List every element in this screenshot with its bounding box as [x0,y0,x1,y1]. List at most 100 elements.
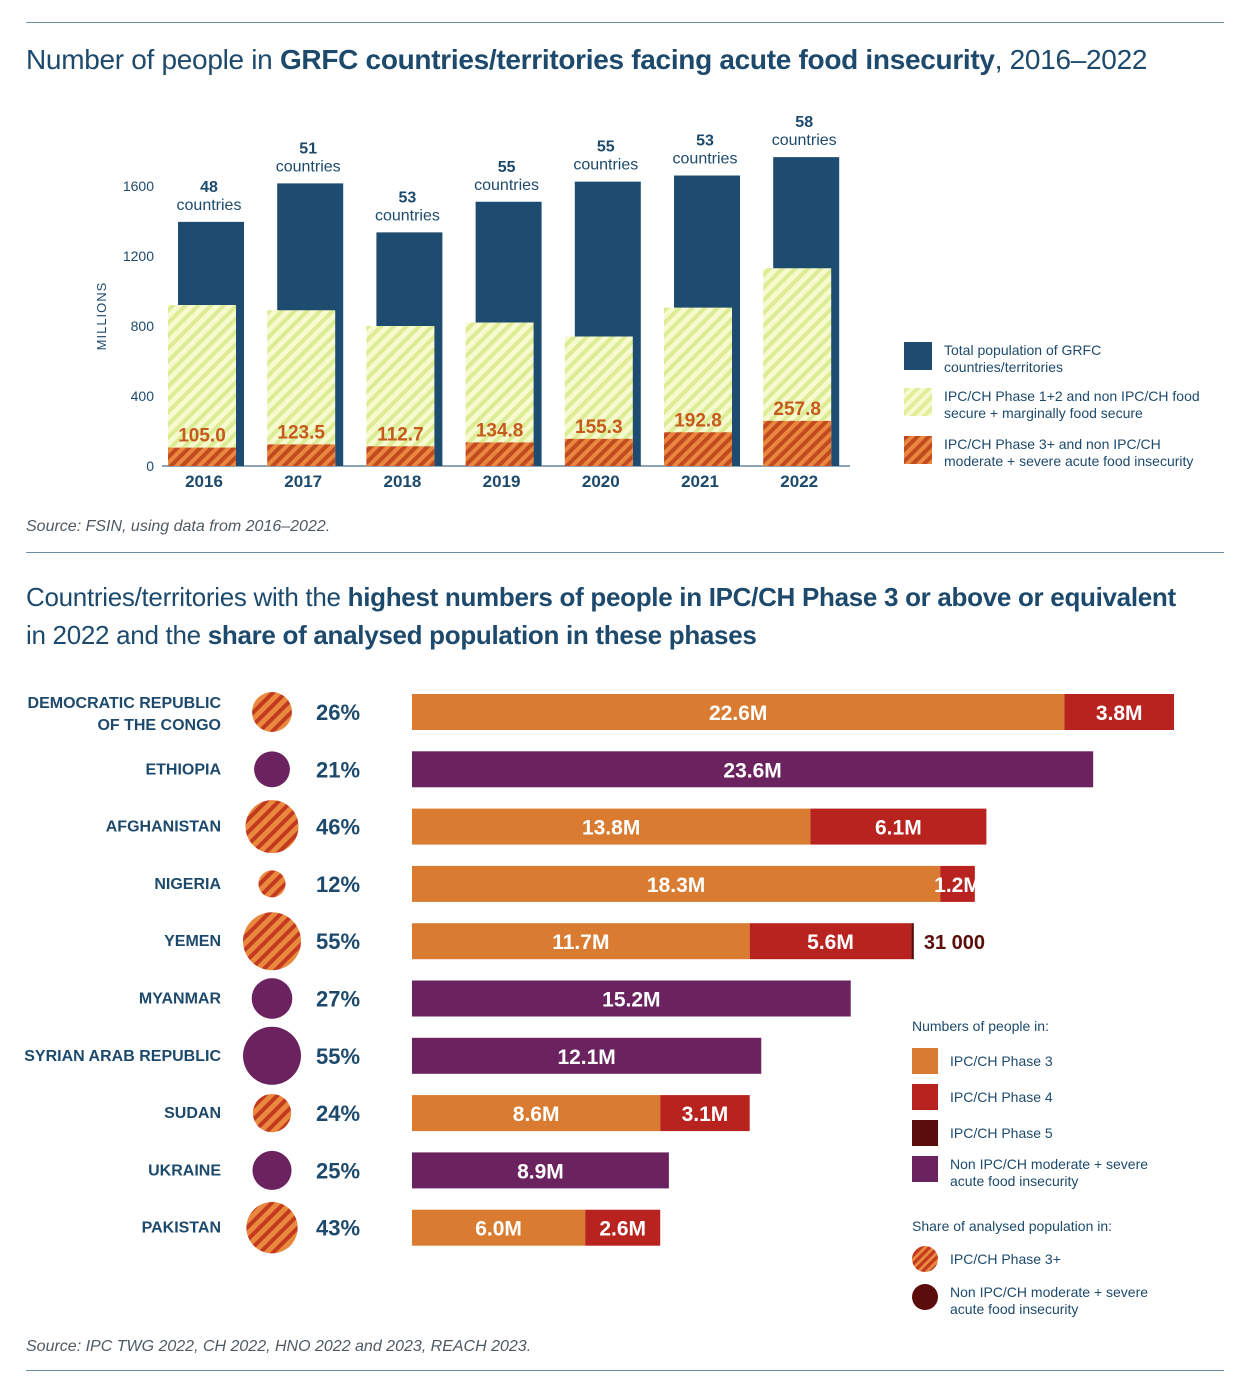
share-circle-ipc [258,870,286,898]
data-label-phase3plus: 134.8 [476,420,524,441]
legend-circle-non [912,1284,938,1310]
share-percent: 24% [316,1101,360,1126]
country-word: countries [276,158,341,175]
country-name-line1: DEMOCRATIC REPUBLIC [28,695,222,712]
data-label-p4: 3.8M [1096,702,1143,725]
legend-numbers-heading: Numbers of people in: [912,1018,1049,1034]
bar-segment-non [412,1037,762,1074]
country-word: countries [474,177,539,194]
legend-phase3-line2: moderate + severe acute food insecurity [944,453,1194,469]
country-name: AFGHANISTAN [106,819,221,836]
x-tick-label: 2017 [284,472,322,491]
data-label-non: 15.2M [602,989,660,1012]
bar-phase3plus [168,447,236,466]
data-label-phase3plus: 123.5 [277,422,325,443]
bar-segment-p3 [412,694,1065,730]
share-circle-ipc [252,1093,292,1133]
bar-phase3plus [465,442,534,466]
bar-segment-p5 [911,923,914,960]
chart1-legend: Total population of GRFC countries/territ… [904,342,1234,482]
share-percent: 43% [316,1216,360,1241]
bar-phase3plus [763,420,832,466]
chart1-source: Source: FSIN, using data from 2016–2022. [26,518,331,535]
data-label-p3: 22.6M [709,702,767,725]
legend-phase12-line1: IPC/CH Phase 1+2 and non IPC/CH food [944,388,1200,404]
country-word: countries [375,207,440,224]
legend-total-line1: Total population of GRFC [944,342,1102,358]
bar-segment-non [412,751,1094,788]
chart1-title-part-3: , 2016–2022 [994,44,1148,75]
middle-divider [26,552,1224,553]
legend-swatch-green [904,388,932,416]
country-count: 55 [498,159,516,176]
bar-segment-p4 [585,1209,661,1246]
country-count: 53 [399,189,417,206]
data-label-phase5: 31 000 [924,932,985,954]
share-percent: 27% [316,987,360,1012]
legend-phase3-label: IPC/CH Phase 3 [950,1053,1053,1069]
country-name: ETHIOPIA [145,761,221,778]
y-tick-label: 1200 [123,248,154,264]
bar-segment-p3 [412,1095,661,1132]
legend-phase12: IPC/CH Phase 1+2 and non IPC/CH food secu… [904,388,1200,422]
data-label-p3: 18.3M [647,874,705,897]
chart2-title-line2-part1: in 2022 and the [26,620,208,650]
country-name: SUDAN [164,1105,221,1122]
data-label-p3: 6.0M [475,1218,522,1241]
legend-non-ipc: Non IPC/CH moderate + severe acute food i… [912,1156,1148,1190]
chart1-bars: 105.048countries2016123.551countries2017… [168,114,840,491]
share-percent: 26% [316,700,360,725]
data-label-p3: 8.6M [513,1103,560,1126]
legend-circle-ipc [912,1246,938,1272]
share-circle-ipc [243,912,301,971]
legend-phase5-label: IPC/CH Phase 5 [950,1125,1053,1141]
share-percent: 55% [316,929,360,954]
legend-phase4-label: IPC/CH Phase 4 [950,1089,1053,1105]
country-word: countries [772,132,837,149]
x-tick-label: 2019 [483,472,521,491]
legend-share-non-line2: acute food insecurity [950,1301,1079,1317]
country-word: countries [177,197,242,214]
y-axis-label: MILLIONS [94,282,109,351]
legend-total-line2: countries/territories [944,359,1064,375]
country-name: NIGERIA [154,876,221,893]
legend-share-heading: Share of analysed population in: [912,1218,1113,1234]
bar-phase12 [465,322,534,466]
chart2-svg: DEMOCRATIC REPUBLIC OF THE CONGO 26% 22.6M 3… [24,692,1174,1254]
bar-phase3plus [267,444,336,466]
y-tick-label: 800 [131,318,155,334]
y-tick-label: 1600 [123,178,154,194]
data-label-non: 12.1M [557,1046,615,1069]
bar-phase12 [168,305,236,466]
data-label-p4: 6.1M [875,817,922,840]
country-name: YEMEN [164,933,221,950]
share-circle-ipc [246,1202,298,1254]
legend-swatch-navy [904,342,932,370]
chart1-title-part-1: Number of people in [26,44,280,75]
bottom-divider [26,1370,1224,1371]
country-count: 48 [200,179,218,196]
bar-segment-p3 [412,808,811,845]
legend-swatch-non-ipc [912,1156,938,1182]
legend-phase4: IPC/CH Phase 4 [912,1084,1053,1110]
data-label-p4: 2.6M [599,1218,646,1241]
share-percent: 55% [316,1044,360,1069]
data-label-phase3plus: 112.7 [377,424,424,445]
bar-segment-p3 [412,1209,586,1246]
chart2-legend: Numbers of people in: IPC/CH Phase 3 IPC… [912,1018,1232,1328]
share-circle-ipc [245,800,299,854]
data-label-phase3plus: 257.8 [773,399,821,420]
country-word: countries [573,157,638,174]
share-percent: 21% [316,757,360,782]
legend-share-non-line1: Non IPC/CH moderate + severe [950,1284,1149,1300]
country-name-line2: OF THE CONGO [97,717,221,734]
bar-phase3plus [664,432,732,466]
legend-total-population: Total population of GRFC countries/territ… [904,342,1101,376]
x-tick-label: 2022 [780,472,818,491]
country-name: SYRIAN ARAB REPUBLIC [24,1048,221,1065]
y-tick-label: 0 [146,458,154,474]
share-circle-non [251,978,293,1019]
country-name: MYANMAR [139,991,222,1008]
legend-share-non: Non IPC/CH moderate + severe acute food i… [912,1284,1148,1318]
bar-segment-non [412,1152,669,1189]
